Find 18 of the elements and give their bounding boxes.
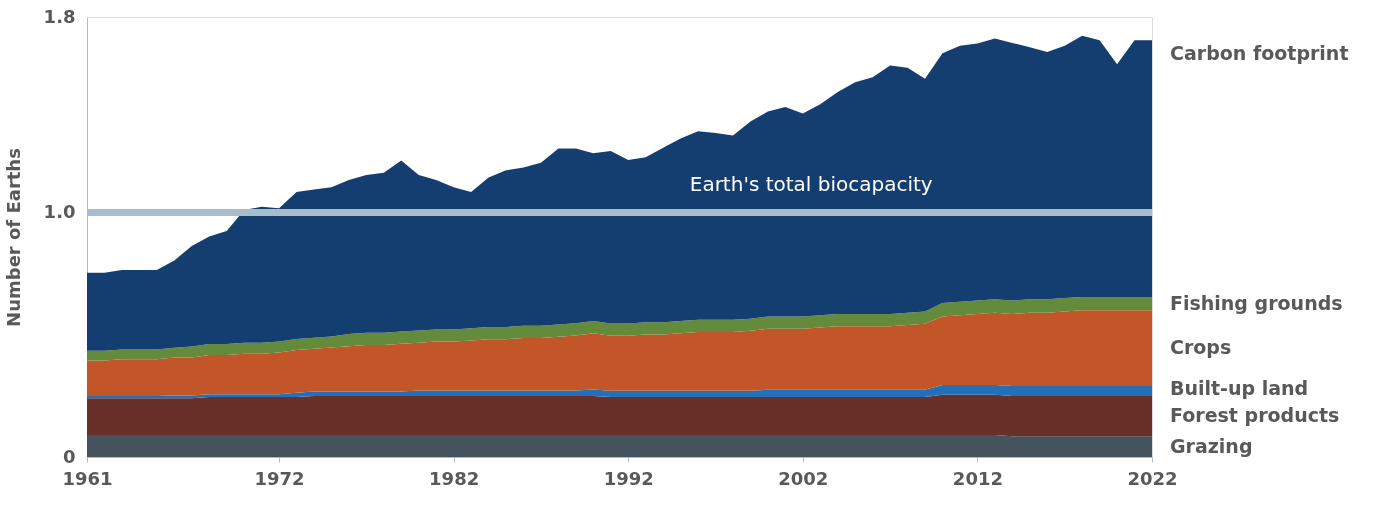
series-label: Built-up land xyxy=(1170,377,1309,400)
x-tick-label: 2002 xyxy=(778,467,829,489)
y-tick-label: 1.0 xyxy=(43,201,76,223)
x-tick-label: 1972 xyxy=(254,467,305,489)
x-tick-label: 2022 xyxy=(1127,467,1178,489)
series-label: Grazing xyxy=(1170,434,1253,457)
series-label: Crops xyxy=(1170,336,1232,359)
y-tick-label: 1.8 xyxy=(43,5,76,27)
x-tick-label: 1992 xyxy=(603,467,654,489)
series-label: Fishing grounds xyxy=(1170,291,1343,314)
x-tick-label: 1961 xyxy=(62,467,113,489)
y-axis-title: Number of Earths xyxy=(2,148,24,327)
x-tick-label: 1982 xyxy=(429,467,480,489)
y-tick-label: 0 xyxy=(62,445,76,467)
series-label: Carbon footprint xyxy=(1170,41,1349,64)
x-tick-label: 2012 xyxy=(952,467,1003,489)
ref-line-label: Earth's total biocapacity xyxy=(689,171,933,196)
series-label: Forest products xyxy=(1170,404,1340,427)
